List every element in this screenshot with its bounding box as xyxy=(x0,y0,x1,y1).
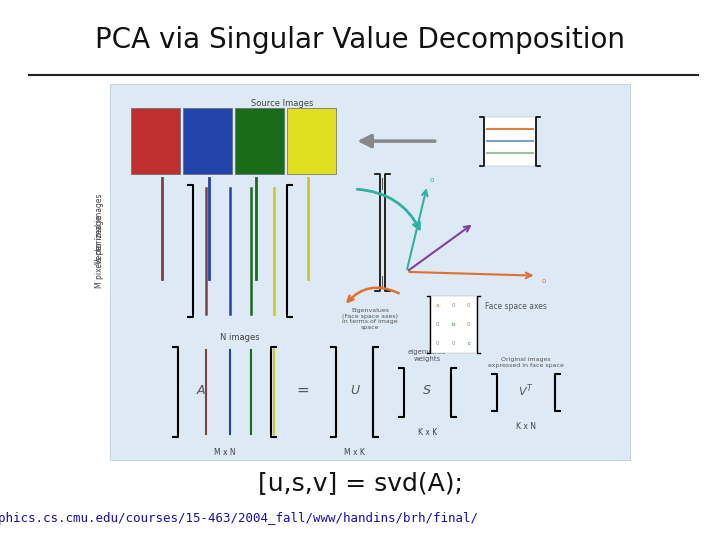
Bar xyxy=(235,108,284,174)
Text: =: = xyxy=(296,383,309,398)
Text: PCA via Singular Value Decomposition: PCA via Singular Value Decomposition xyxy=(95,26,625,55)
Text: 0: 0 xyxy=(467,303,471,308)
Text: 0: 0 xyxy=(436,341,439,346)
Text: 0: 0 xyxy=(451,341,455,346)
Text: o: o xyxy=(541,278,546,284)
Text: Source Images: Source Images xyxy=(251,99,313,108)
Text: U: U xyxy=(350,384,359,397)
Text: c: c xyxy=(467,341,470,346)
Text: b: b xyxy=(451,322,455,327)
Text: Eigenvalues
(Face space axes)
in terms of image
space: Eigenvalues (Face space axes) in terms o… xyxy=(342,308,398,330)
Text: M x N: M x N xyxy=(214,448,235,457)
Bar xyxy=(131,108,180,174)
Text: $V^T$: $V^T$ xyxy=(518,382,534,399)
Bar xyxy=(110,84,630,460)
Text: S: S xyxy=(423,384,431,397)
Text: http://graphics.cs.cmu.edu/courses/15-463/2004_fall/www/handins/brh/final/: http://graphics.cs.cmu.edu/courses/15-46… xyxy=(0,512,479,525)
Bar xyxy=(183,108,233,174)
Text: 0: 0 xyxy=(467,322,471,327)
Text: Face space axes: Face space axes xyxy=(485,302,546,311)
Text: a: a xyxy=(436,303,439,308)
Text: M pixels per image: M pixels per image xyxy=(95,215,104,287)
Bar xyxy=(287,108,336,174)
Text: N images: N images xyxy=(220,333,260,342)
Text: [u,s,v] = svd(A);: [u,s,v] = svd(A); xyxy=(258,471,462,495)
Text: 0: 0 xyxy=(451,303,455,308)
Text: Vectorized images: Vectorized images xyxy=(95,193,104,264)
Text: K x K: K x K xyxy=(418,428,437,437)
Text: Original images
expressed in face space: Original images expressed in face space xyxy=(488,357,564,368)
Text: eigenvalue
weights: eigenvalue weights xyxy=(408,349,446,362)
Text: K x N: K x N xyxy=(516,422,536,431)
Text: 0: 0 xyxy=(436,322,439,327)
Text: M x K: M x K xyxy=(344,448,365,457)
Bar xyxy=(485,117,536,166)
Bar xyxy=(430,296,477,353)
Text: A: A xyxy=(197,384,205,397)
Text: o: o xyxy=(430,177,434,183)
